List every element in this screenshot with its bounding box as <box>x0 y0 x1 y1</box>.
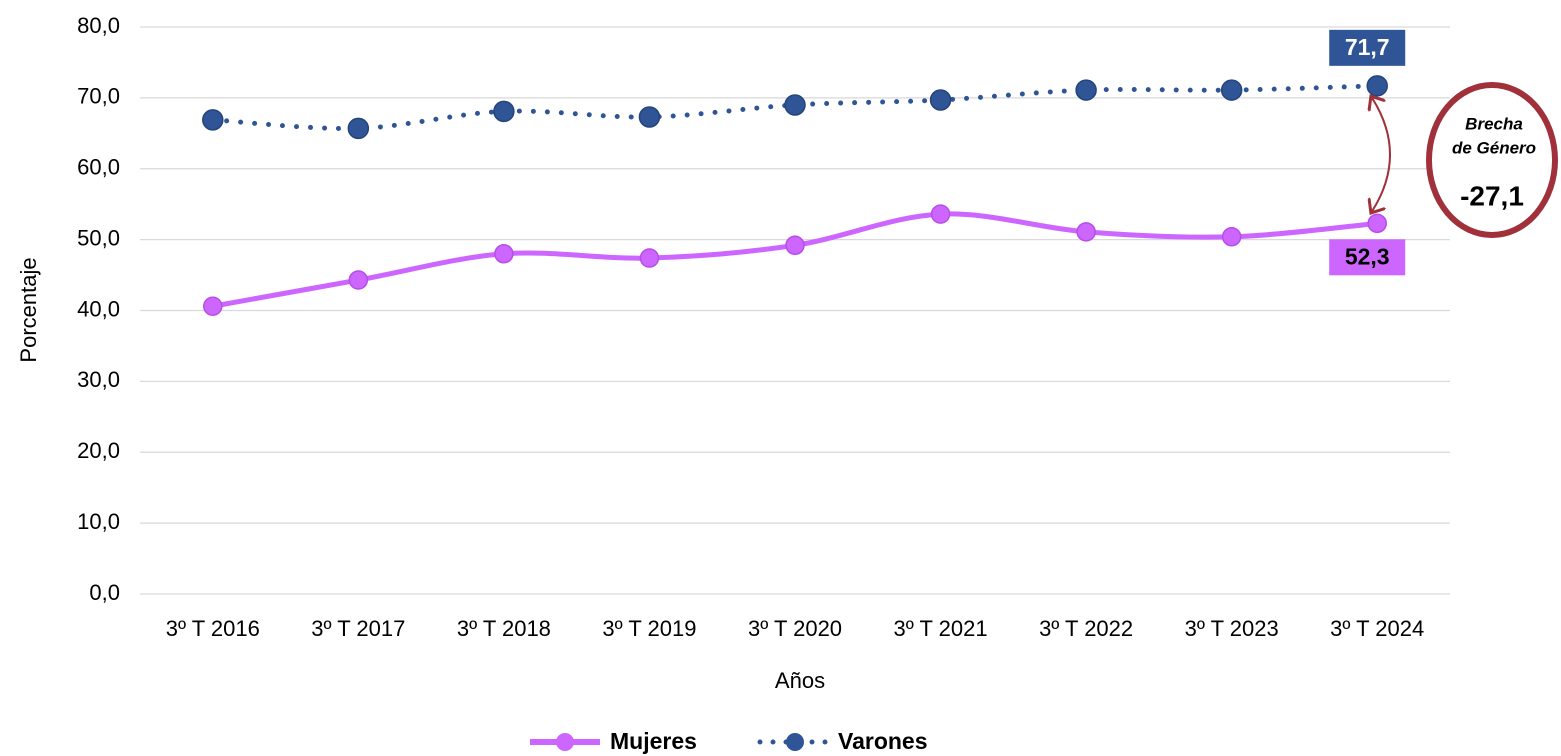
point <box>785 235 805 256</box>
point <box>347 117 370 140</box>
annotation-text: Brecha <box>1465 114 1523 133</box>
legend-label: Varones <box>838 728 928 754</box>
x-axis-label: Años <box>775 668 825 693</box>
y-tick-label: 50,0 <box>77 225 120 250</box>
series-line <box>210 211 1380 309</box>
x-tick-label: 3º T 2022 <box>1039 616 1133 641</box>
point <box>494 244 514 264</box>
gap-arrow <box>1372 98 1391 211</box>
y-tick-label: 80,0 <box>77 13 120 38</box>
x-tick-label: 3º T 2021 <box>894 616 988 641</box>
point <box>202 109 224 131</box>
point <box>929 89 952 111</box>
legend-marker <box>786 733 804 751</box>
point <box>203 296 223 316</box>
x-tick-label: 3º T 2017 <box>311 616 405 641</box>
point <box>1075 79 1097 101</box>
point <box>348 270 369 290</box>
value-label-box <box>1329 29 1406 66</box>
point <box>638 106 661 128</box>
legend-marker <box>556 733 574 751</box>
y-tick-label: 30,0 <box>77 367 120 392</box>
y-tick-label: 70,0 <box>77 84 120 109</box>
x-tick-label: 3º T 2023 <box>1185 616 1279 641</box>
y-axis-label: Porcentaje <box>16 257 41 362</box>
value-label: 71,7 <box>1345 34 1390 60</box>
y-tick-label: 0,0 <box>89 580 120 605</box>
x-tick-label: 3º T 2016 <box>166 616 260 641</box>
annotation-text: de Género <box>1452 138 1536 157</box>
y-tick-label: 60,0 <box>77 155 120 180</box>
point <box>1221 227 1242 247</box>
y-tick-label: 40,0 <box>77 296 120 321</box>
point <box>784 94 806 116</box>
point <box>1076 222 1096 242</box>
legend-label: Mujeres <box>610 728 697 754</box>
y-tick-label: 20,0 <box>77 438 120 463</box>
x-tick-label: 3º T 2019 <box>602 616 696 641</box>
y-tick-label: 10,0 <box>77 509 120 534</box>
point <box>1220 79 1243 101</box>
x-tick-label: 3º T 2018 <box>457 616 551 641</box>
point <box>493 100 515 123</box>
value-label-box <box>1329 239 1406 276</box>
x-tick-label: 3º T 2020 <box>748 616 842 641</box>
point <box>639 248 660 268</box>
point <box>1367 213 1387 234</box>
annotation-value: -27,1 <box>1460 180 1524 211</box>
point <box>930 204 951 224</box>
gap-circle <box>1426 82 1558 238</box>
value-label: 52,3 <box>1345 243 1390 269</box>
x-tick-label: 3º T 2024 <box>1330 616 1424 641</box>
point <box>1366 75 1388 97</box>
